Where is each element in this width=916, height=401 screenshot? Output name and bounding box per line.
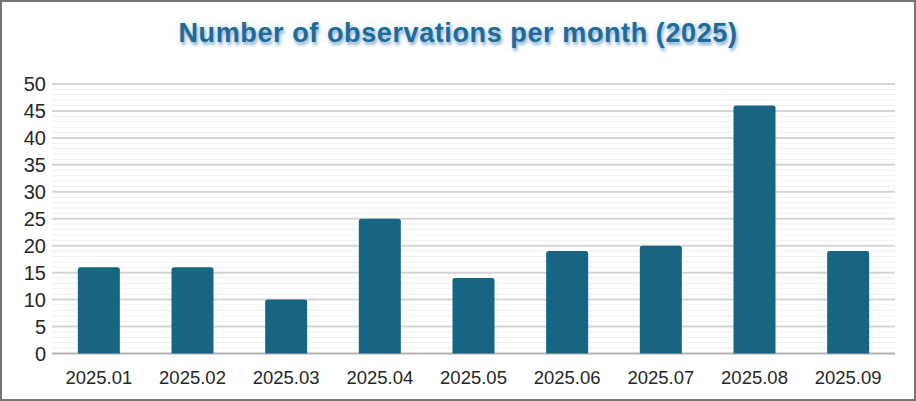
x-axis-category-label: 2025.02 — [159, 367, 226, 388]
y-axis-tick-label: 45 — [24, 100, 46, 122]
chart-window: Number of observations per month (2025) … — [0, 0, 916, 401]
y-axis-tick-label: 25 — [24, 208, 46, 230]
bar — [359, 219, 401, 354]
y-axis-tick-label: 20 — [24, 235, 46, 257]
y-axis-tick-label: 10 — [24, 289, 46, 311]
y-axis-tick-label: 40 — [24, 127, 46, 149]
x-axis-category-label: 2025.06 — [534, 367, 601, 388]
x-axis-category-label: 2025.07 — [627, 367, 694, 388]
bar — [172, 267, 214, 353]
y-axis-tick-label: 30 — [24, 181, 46, 203]
y-axis-tick-label: 0 — [35, 343, 46, 365]
x-axis-category-label: 2025.04 — [346, 367, 413, 388]
y-axis-tick-label: 35 — [24, 154, 46, 176]
x-axis-category-label: 2025.03 — [253, 367, 320, 388]
bar-chart-plot-area: 0 5 10 15 20 25 30 35 40 45 50 2025.01 2025.02 2025.0… — [2, 2, 916, 401]
bar — [265, 300, 307, 354]
bar — [78, 267, 120, 353]
y-axis-tick-label: 15 — [24, 262, 46, 284]
bar — [734, 106, 776, 354]
x-axis-category-label: 2025.08 — [721, 367, 788, 388]
x-axis-category-label: 2025.01 — [65, 367, 132, 388]
bar — [546, 251, 588, 353]
bar — [453, 278, 495, 353]
bar — [640, 246, 682, 354]
x-axis-category-label: 2025.09 — [815, 367, 882, 388]
bar — [827, 251, 869, 353]
y-axis-tick-label: 5 — [35, 316, 46, 338]
y-axis-tick-label: 50 — [24, 73, 46, 95]
x-axis-category-label: 2025.05 — [440, 367, 507, 388]
